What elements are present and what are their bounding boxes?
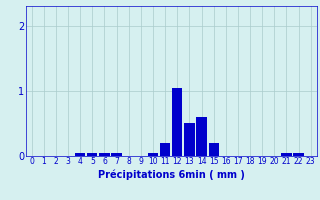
Bar: [87, 153, 98, 156]
Bar: [148, 153, 158, 156]
Bar: [75, 153, 85, 156]
Bar: [196, 117, 207, 156]
Bar: [160, 143, 170, 156]
Bar: [293, 153, 304, 156]
Bar: [281, 153, 292, 156]
Bar: [172, 88, 182, 156]
Bar: [99, 153, 110, 156]
Bar: [111, 153, 122, 156]
X-axis label: Précipitations 6min ( mm ): Précipitations 6min ( mm ): [98, 169, 244, 180]
Bar: [184, 123, 195, 156]
Bar: [209, 143, 219, 156]
